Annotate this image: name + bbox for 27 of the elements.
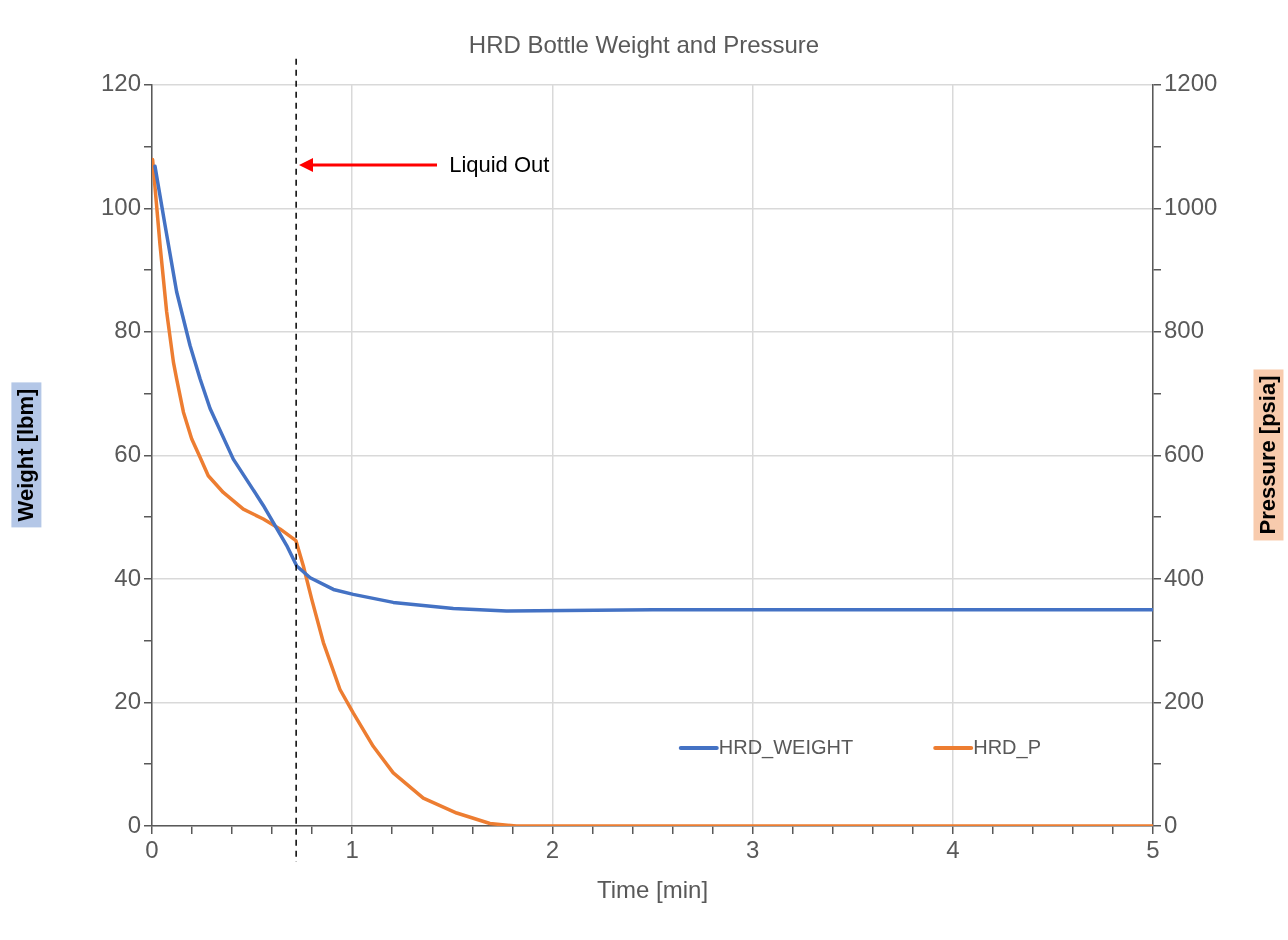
y2-tick-label: 1200 [1164,69,1218,97]
y2-tick-label: 1000 [1164,192,1218,220]
y-tick-label: 80 [114,316,141,344]
y2-tick-label: 200 [1164,687,1205,715]
y2-tick-label: 800 [1164,316,1205,344]
legend-label: HRD_P [973,735,1041,759]
y-tick-label: 60 [114,440,141,468]
x-tick-label: 2 [545,836,560,864]
y2-axis-title: Pressure [psia] [1252,369,1283,541]
annotation: Liquid Out [449,151,550,178]
y2-tick-label: 0 [1164,810,1178,838]
y-tick-label: 40 [114,563,141,591]
y2-tick-label: 400 [1164,563,1205,591]
chart-title: HRD Bottle Weight and Pressure [468,31,820,59]
y-axis-title: Weight [lbm] [10,382,41,528]
x-tick-label: 0 [145,836,159,864]
y2-tick-label: 600 [1164,440,1205,468]
y-tick-label: 100 [100,192,141,220]
y-tick-label: 120 [100,69,141,97]
x-tick-label: 3 [745,836,760,864]
y-tick-label: 0 [127,810,141,838]
x-tick-label: 4 [946,836,960,864]
legend-label: HRD_WEIGHT [718,735,854,759]
y-tick-label: 20 [114,687,141,715]
x-tick-label: 1 [345,836,359,864]
x-tick-label: 5 [1146,836,1160,864]
x-axis-title: Time [min] [596,876,709,904]
